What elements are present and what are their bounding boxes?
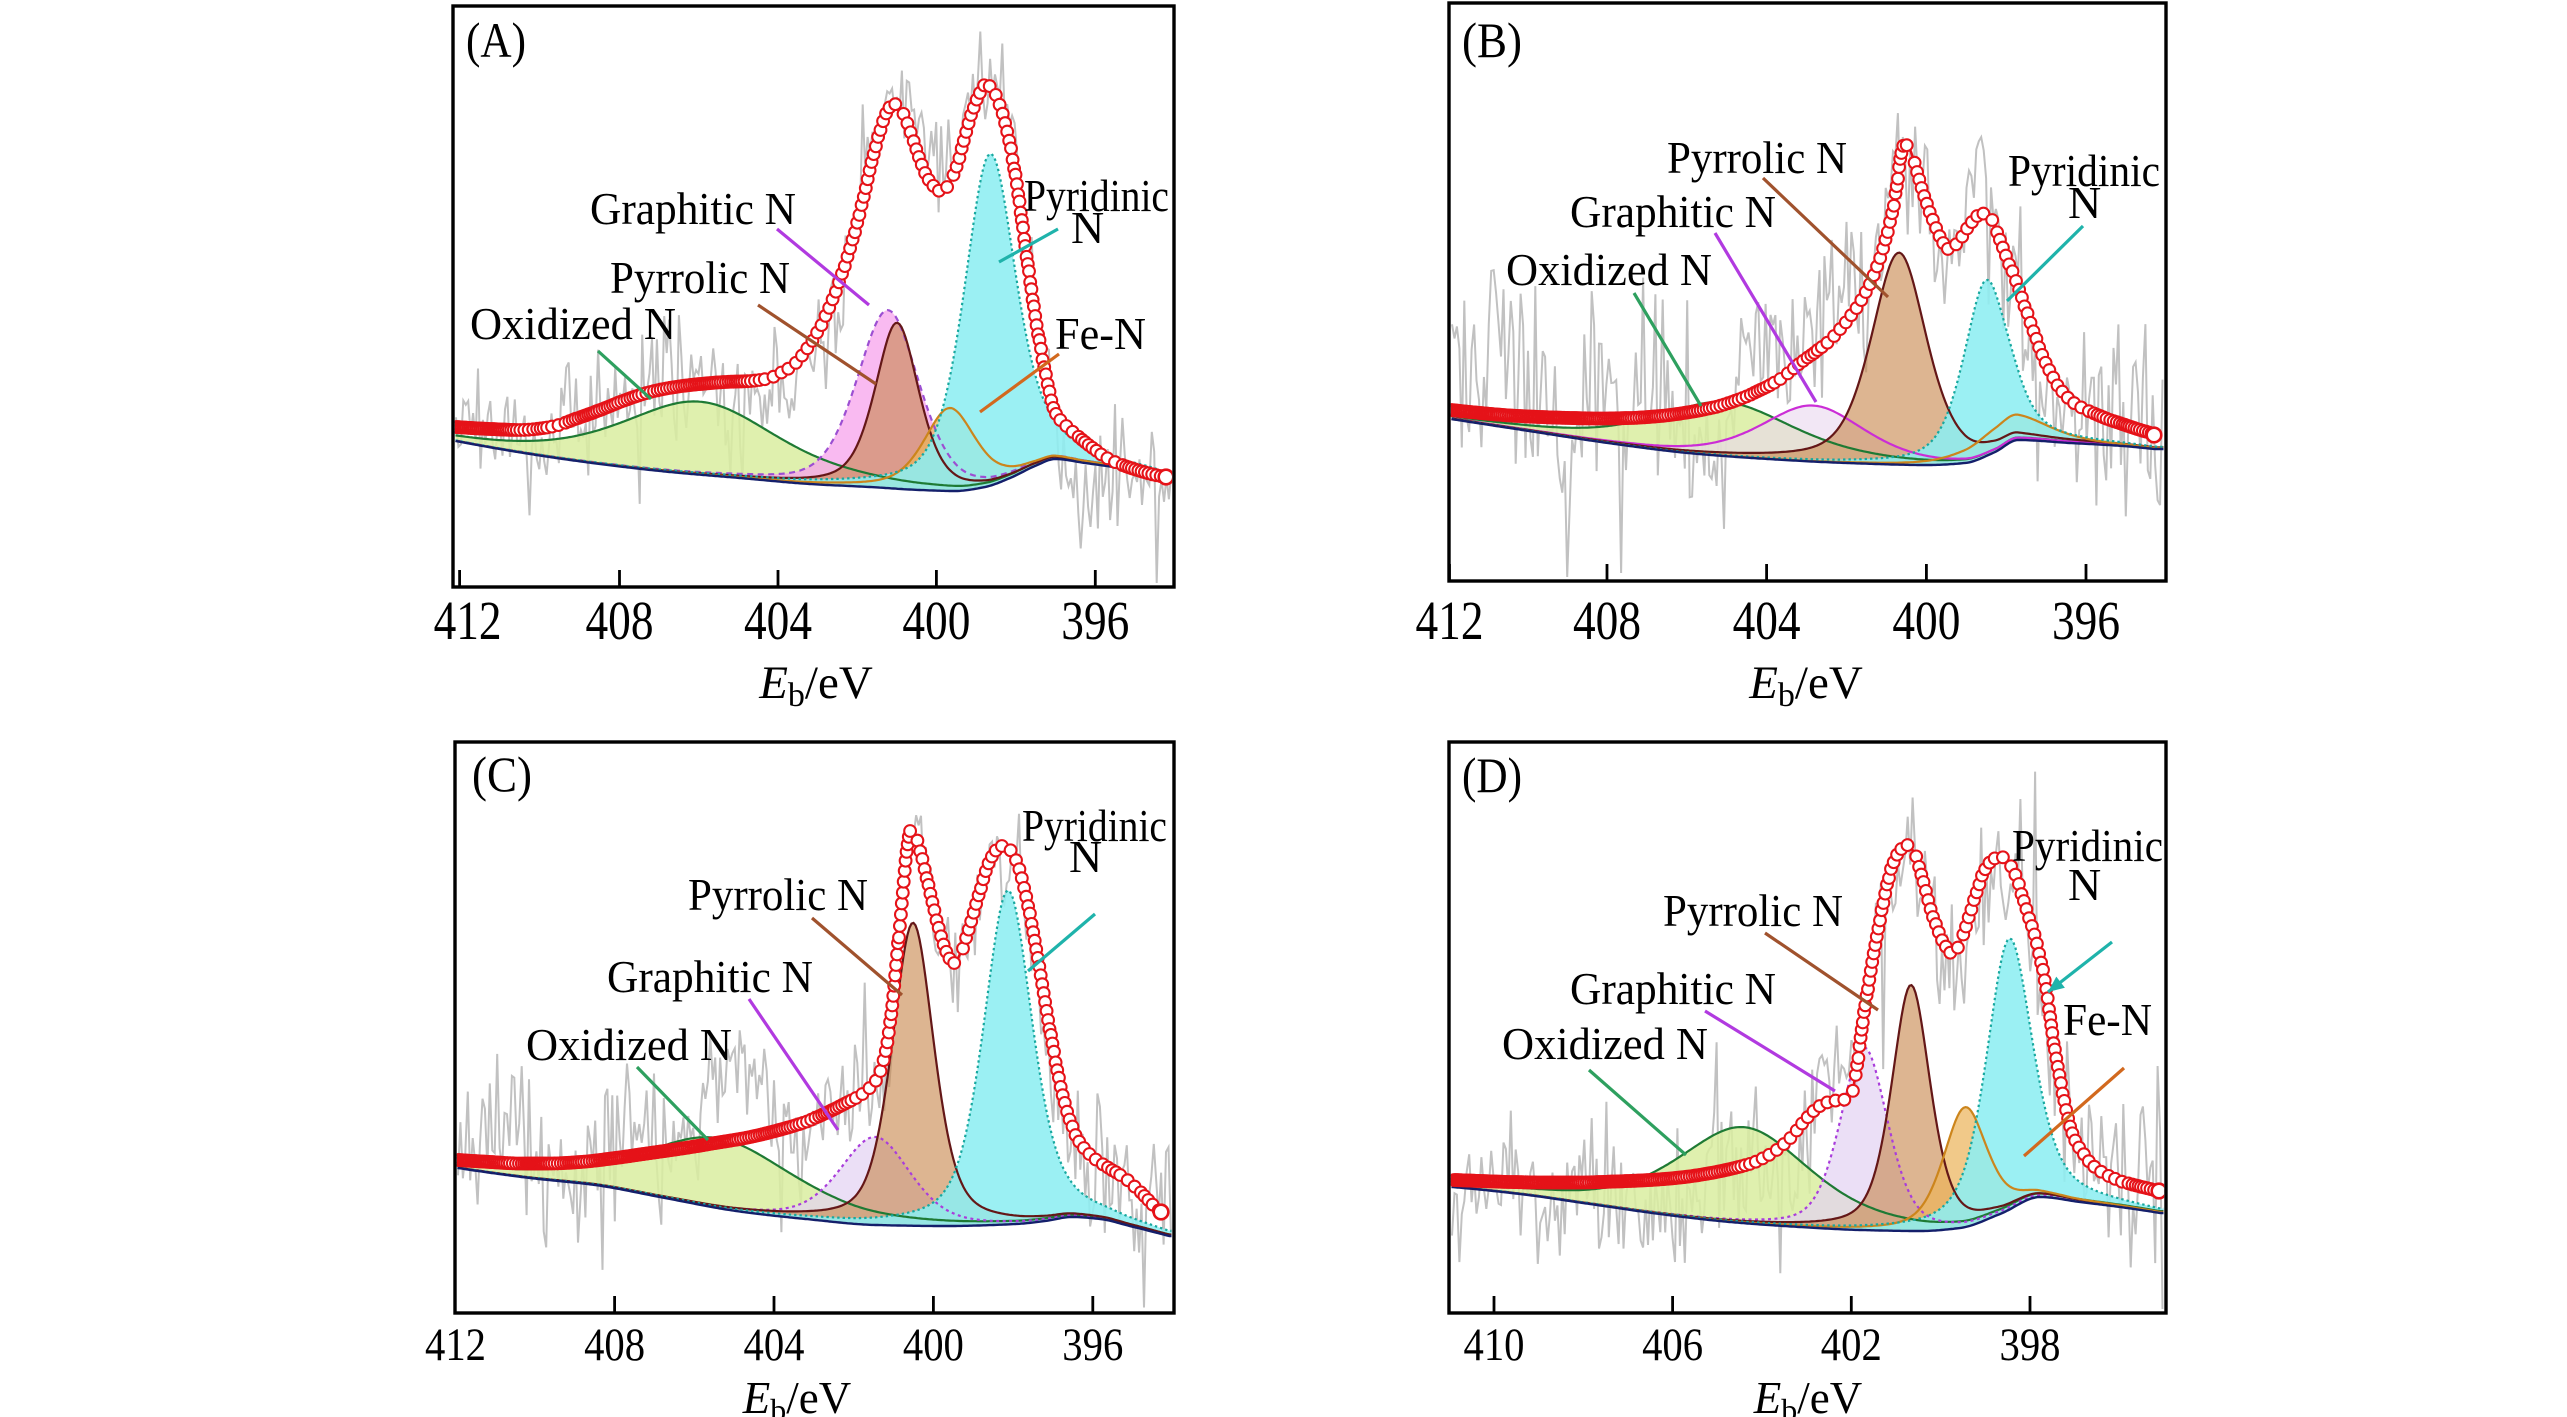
svg-text:Pyrrolic N: Pyrrolic N xyxy=(1663,885,1843,936)
svg-text:Oxidized N: Oxidized N xyxy=(1506,244,1712,295)
svg-text:404: 404 xyxy=(1733,590,1801,651)
svg-text:Oxidized N: Oxidized N xyxy=(1502,1018,1708,1069)
svg-text:408: 408 xyxy=(584,1320,645,1371)
svg-text:404: 404 xyxy=(744,590,812,651)
svg-text:412: 412 xyxy=(1416,590,1484,651)
svg-text:412: 412 xyxy=(425,1320,486,1371)
svg-text:408: 408 xyxy=(586,590,654,651)
svg-text:Pyridinic: Pyridinic xyxy=(2012,820,2163,871)
svg-text:Pyridinic: Pyridinic xyxy=(1022,800,1167,851)
svg-text:(A): (A) xyxy=(466,12,526,68)
svg-text:(C): (C) xyxy=(472,746,532,802)
svg-text:N: N xyxy=(2068,177,2101,228)
svg-text:396: 396 xyxy=(1061,590,1129,651)
svg-text:406: 406 xyxy=(1642,1320,1703,1371)
svg-text:Graphitic N: Graphitic N xyxy=(590,183,796,234)
svg-text:N: N xyxy=(1071,202,1104,253)
svg-text:Pyridinic: Pyridinic xyxy=(1024,170,1169,221)
svg-text:(D): (D) xyxy=(1462,747,1522,803)
svg-text:Fe-N: Fe-N xyxy=(2063,994,2152,1045)
svg-text:Graphitic N: Graphitic N xyxy=(1570,186,1776,237)
svg-text:N: N xyxy=(2068,859,2101,910)
svg-text:Graphitic N: Graphitic N xyxy=(1570,963,1776,1014)
svg-text:396: 396 xyxy=(1062,1320,1123,1371)
svg-text:Pyrrolic N: Pyrrolic N xyxy=(688,869,868,920)
svg-text:412: 412 xyxy=(434,590,502,651)
svg-text:396: 396 xyxy=(2052,590,2120,651)
svg-text:Graphitic N: Graphitic N xyxy=(607,951,813,1002)
svg-text:Eb/eV: Eb/eV xyxy=(758,657,873,714)
svg-text:Eb/eV: Eb/eV xyxy=(1753,1373,1862,1417)
svg-text:Pyrrolic N: Pyrrolic N xyxy=(610,252,790,303)
svg-text:N: N xyxy=(1069,831,1102,882)
svg-text:408: 408 xyxy=(1573,590,1641,651)
svg-text:Oxidized N: Oxidized N xyxy=(470,298,676,349)
svg-text:Eb/eV: Eb/eV xyxy=(742,1373,851,1417)
svg-text:Pyrrolic N: Pyrrolic N xyxy=(1667,132,1847,183)
svg-text:410: 410 xyxy=(1464,1320,1525,1371)
svg-text:404: 404 xyxy=(744,1320,805,1371)
svg-text:(B): (B) xyxy=(1462,12,1522,68)
svg-text:402: 402 xyxy=(1821,1320,1882,1371)
svg-text:Oxidized N: Oxidized N xyxy=(526,1019,732,1070)
svg-text:Fe-N: Fe-N xyxy=(1055,308,1146,359)
svg-text:400: 400 xyxy=(902,590,970,651)
svg-text:398: 398 xyxy=(2000,1320,2061,1371)
svg-text:400: 400 xyxy=(1892,590,1960,651)
svg-text:Pyridinic: Pyridinic xyxy=(2008,145,2160,196)
svg-text:Eb/eV: Eb/eV xyxy=(1748,657,1863,714)
svg-text:400: 400 xyxy=(903,1320,964,1371)
